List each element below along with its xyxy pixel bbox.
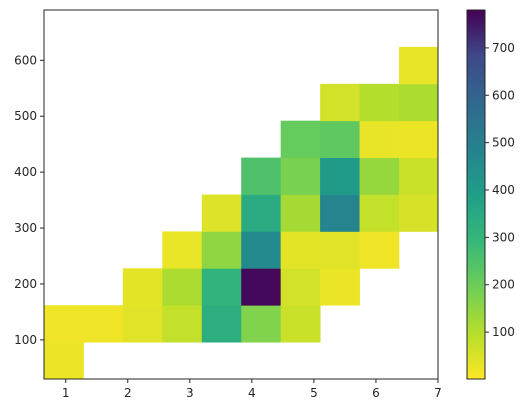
heatmap-cell bbox=[280, 194, 321, 232]
heatmap-cell bbox=[359, 194, 400, 232]
x-tick-label: 7 bbox=[434, 386, 442, 400]
heatmap-cell bbox=[320, 194, 360, 232]
heatmap-cell bbox=[320, 268, 360, 306]
heatmap-cell bbox=[399, 157, 439, 195]
colorbar-tick-label: 300 bbox=[492, 230, 515, 244]
heatmap-cell bbox=[399, 194, 439, 232]
heatmap-cell bbox=[241, 231, 282, 269]
x-tick-label: 6 bbox=[372, 386, 380, 400]
heatmap-cell bbox=[201, 194, 242, 232]
x-tick-label: 5 bbox=[310, 386, 318, 400]
colorbar-ticks: 100 200 300 400 500 600 700 bbox=[485, 41, 515, 339]
y-tick-label: 600 bbox=[14, 53, 37, 67]
y-tick-label: 100 bbox=[14, 333, 37, 347]
heatmap-cell bbox=[280, 268, 321, 306]
y-tick-label: 200 bbox=[14, 277, 37, 291]
heatmap-cell bbox=[241, 157, 282, 195]
heatmap-cell bbox=[280, 305, 321, 343]
plot-frame bbox=[43, 9, 439, 380]
heatmap-cell bbox=[280, 120, 321, 158]
heatmap-cell bbox=[201, 231, 242, 269]
heatmap-cell bbox=[122, 268, 163, 306]
heatmap-cell bbox=[399, 46, 439, 85]
colorbar-tick-label: 600 bbox=[492, 88, 515, 102]
y-tick-label: 400 bbox=[14, 165, 37, 179]
y-tick-label: 300 bbox=[14, 221, 37, 235]
heatmap-cell bbox=[162, 305, 203, 343]
heatmap-cell bbox=[44, 305, 84, 343]
heatmap-cell bbox=[320, 231, 360, 269]
colorbar-tick-label: 400 bbox=[492, 183, 515, 197]
heatmap-cell bbox=[241, 305, 282, 343]
heatmap-cell bbox=[359, 120, 400, 158]
x-tick-label: 2 bbox=[124, 386, 132, 400]
heatmap-cell bbox=[320, 83, 360, 122]
x-tick-label: 3 bbox=[186, 386, 194, 400]
heatmap-cell bbox=[280, 231, 321, 269]
colorbar bbox=[467, 10, 485, 379]
heatmap-cell bbox=[201, 268, 242, 306]
y-axis-ticks: 100 200 300 400 500 600 bbox=[14, 53, 44, 347]
heatmap-cells bbox=[44, 46, 439, 380]
heatmap-cell bbox=[320, 120, 360, 158]
x-tick-label: 4 bbox=[248, 386, 256, 400]
heatmap-cell bbox=[359, 231, 400, 269]
heatmap-cell bbox=[162, 231, 203, 269]
colorbar-tick-label: 100 bbox=[492, 325, 515, 339]
colorbar-tick-label: 200 bbox=[492, 278, 515, 292]
y-tick-label: 500 bbox=[14, 109, 37, 123]
colorbar-frame bbox=[466, 9, 486, 380]
heatmap-cell bbox=[399, 83, 439, 122]
heatmap-cell bbox=[241, 194, 282, 232]
x-tick-label: 1 bbox=[62, 386, 70, 400]
colorbar-tick-label: 500 bbox=[492, 136, 515, 150]
heatmap-cell bbox=[280, 157, 321, 195]
heatmap-cell bbox=[122, 305, 163, 343]
heatmap-cell bbox=[241, 268, 282, 306]
heatmap-cell bbox=[83, 305, 124, 343]
heatmap-cell bbox=[359, 83, 400, 122]
heatmap-cell bbox=[359, 157, 400, 195]
heatmap-cell bbox=[44, 342, 84, 380]
heatmap-cell bbox=[399, 120, 439, 158]
colorbar-tick-label: 700 bbox=[492, 41, 515, 55]
heatmap-cell bbox=[320, 157, 360, 195]
x-axis-ticks: 1 2 3 4 5 6 7 bbox=[62, 379, 442, 400]
heatmap-cell bbox=[201, 305, 242, 343]
heatmap-cell bbox=[162, 268, 203, 306]
